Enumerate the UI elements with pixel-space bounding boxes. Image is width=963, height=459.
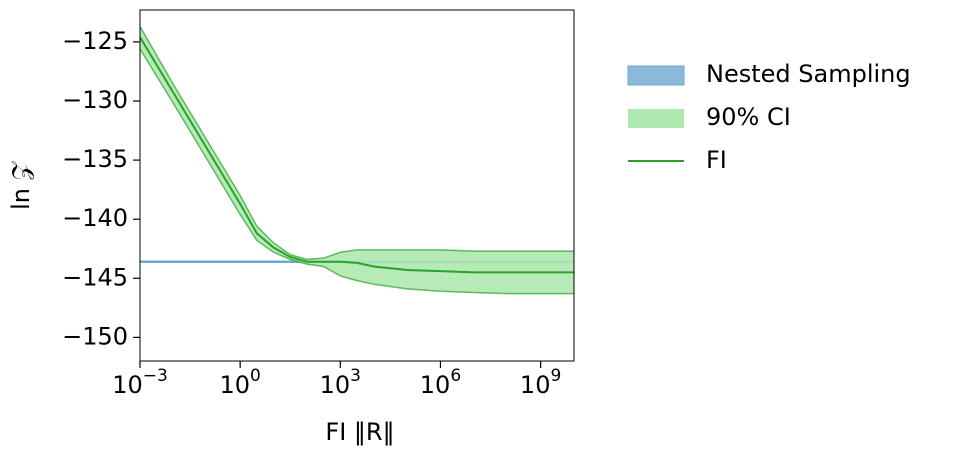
ci-band — [140, 26, 574, 294]
x-axis-label: FI ‖R‖ — [325, 418, 394, 446]
ci-edge — [140, 26, 574, 261]
x-tick-label: 106 — [420, 366, 461, 399]
ci-edge — [140, 48, 574, 295]
x-tick-label: 103 — [320, 366, 361, 399]
legend-label: Nested Sampling — [706, 60, 911, 88]
y-tick-label: −140 — [62, 204, 128, 232]
y-tick-label: −130 — [62, 86, 128, 114]
legend-swatch — [627, 65, 685, 86]
x-tick-label: 109 — [520, 366, 561, 399]
series-line — [140, 36, 574, 274]
y-tick-label: −125 — [62, 27, 128, 55]
y-tick-label: −135 — [62, 145, 128, 173]
legend-swatch — [628, 109, 684, 128]
plot-frame — [139, 9, 575, 362]
y-axis-label: ln 𝒵 — [7, 160, 35, 210]
x-tick-label: 100 — [219, 366, 260, 399]
y-tick-label: −145 — [62, 263, 128, 291]
x-tick-label: 10−3 — [112, 366, 168, 399]
legend-label: FI — [706, 146, 727, 174]
legend-label: 90% CI — [706, 103, 791, 131]
y-tick-label: −150 — [62, 322, 128, 350]
